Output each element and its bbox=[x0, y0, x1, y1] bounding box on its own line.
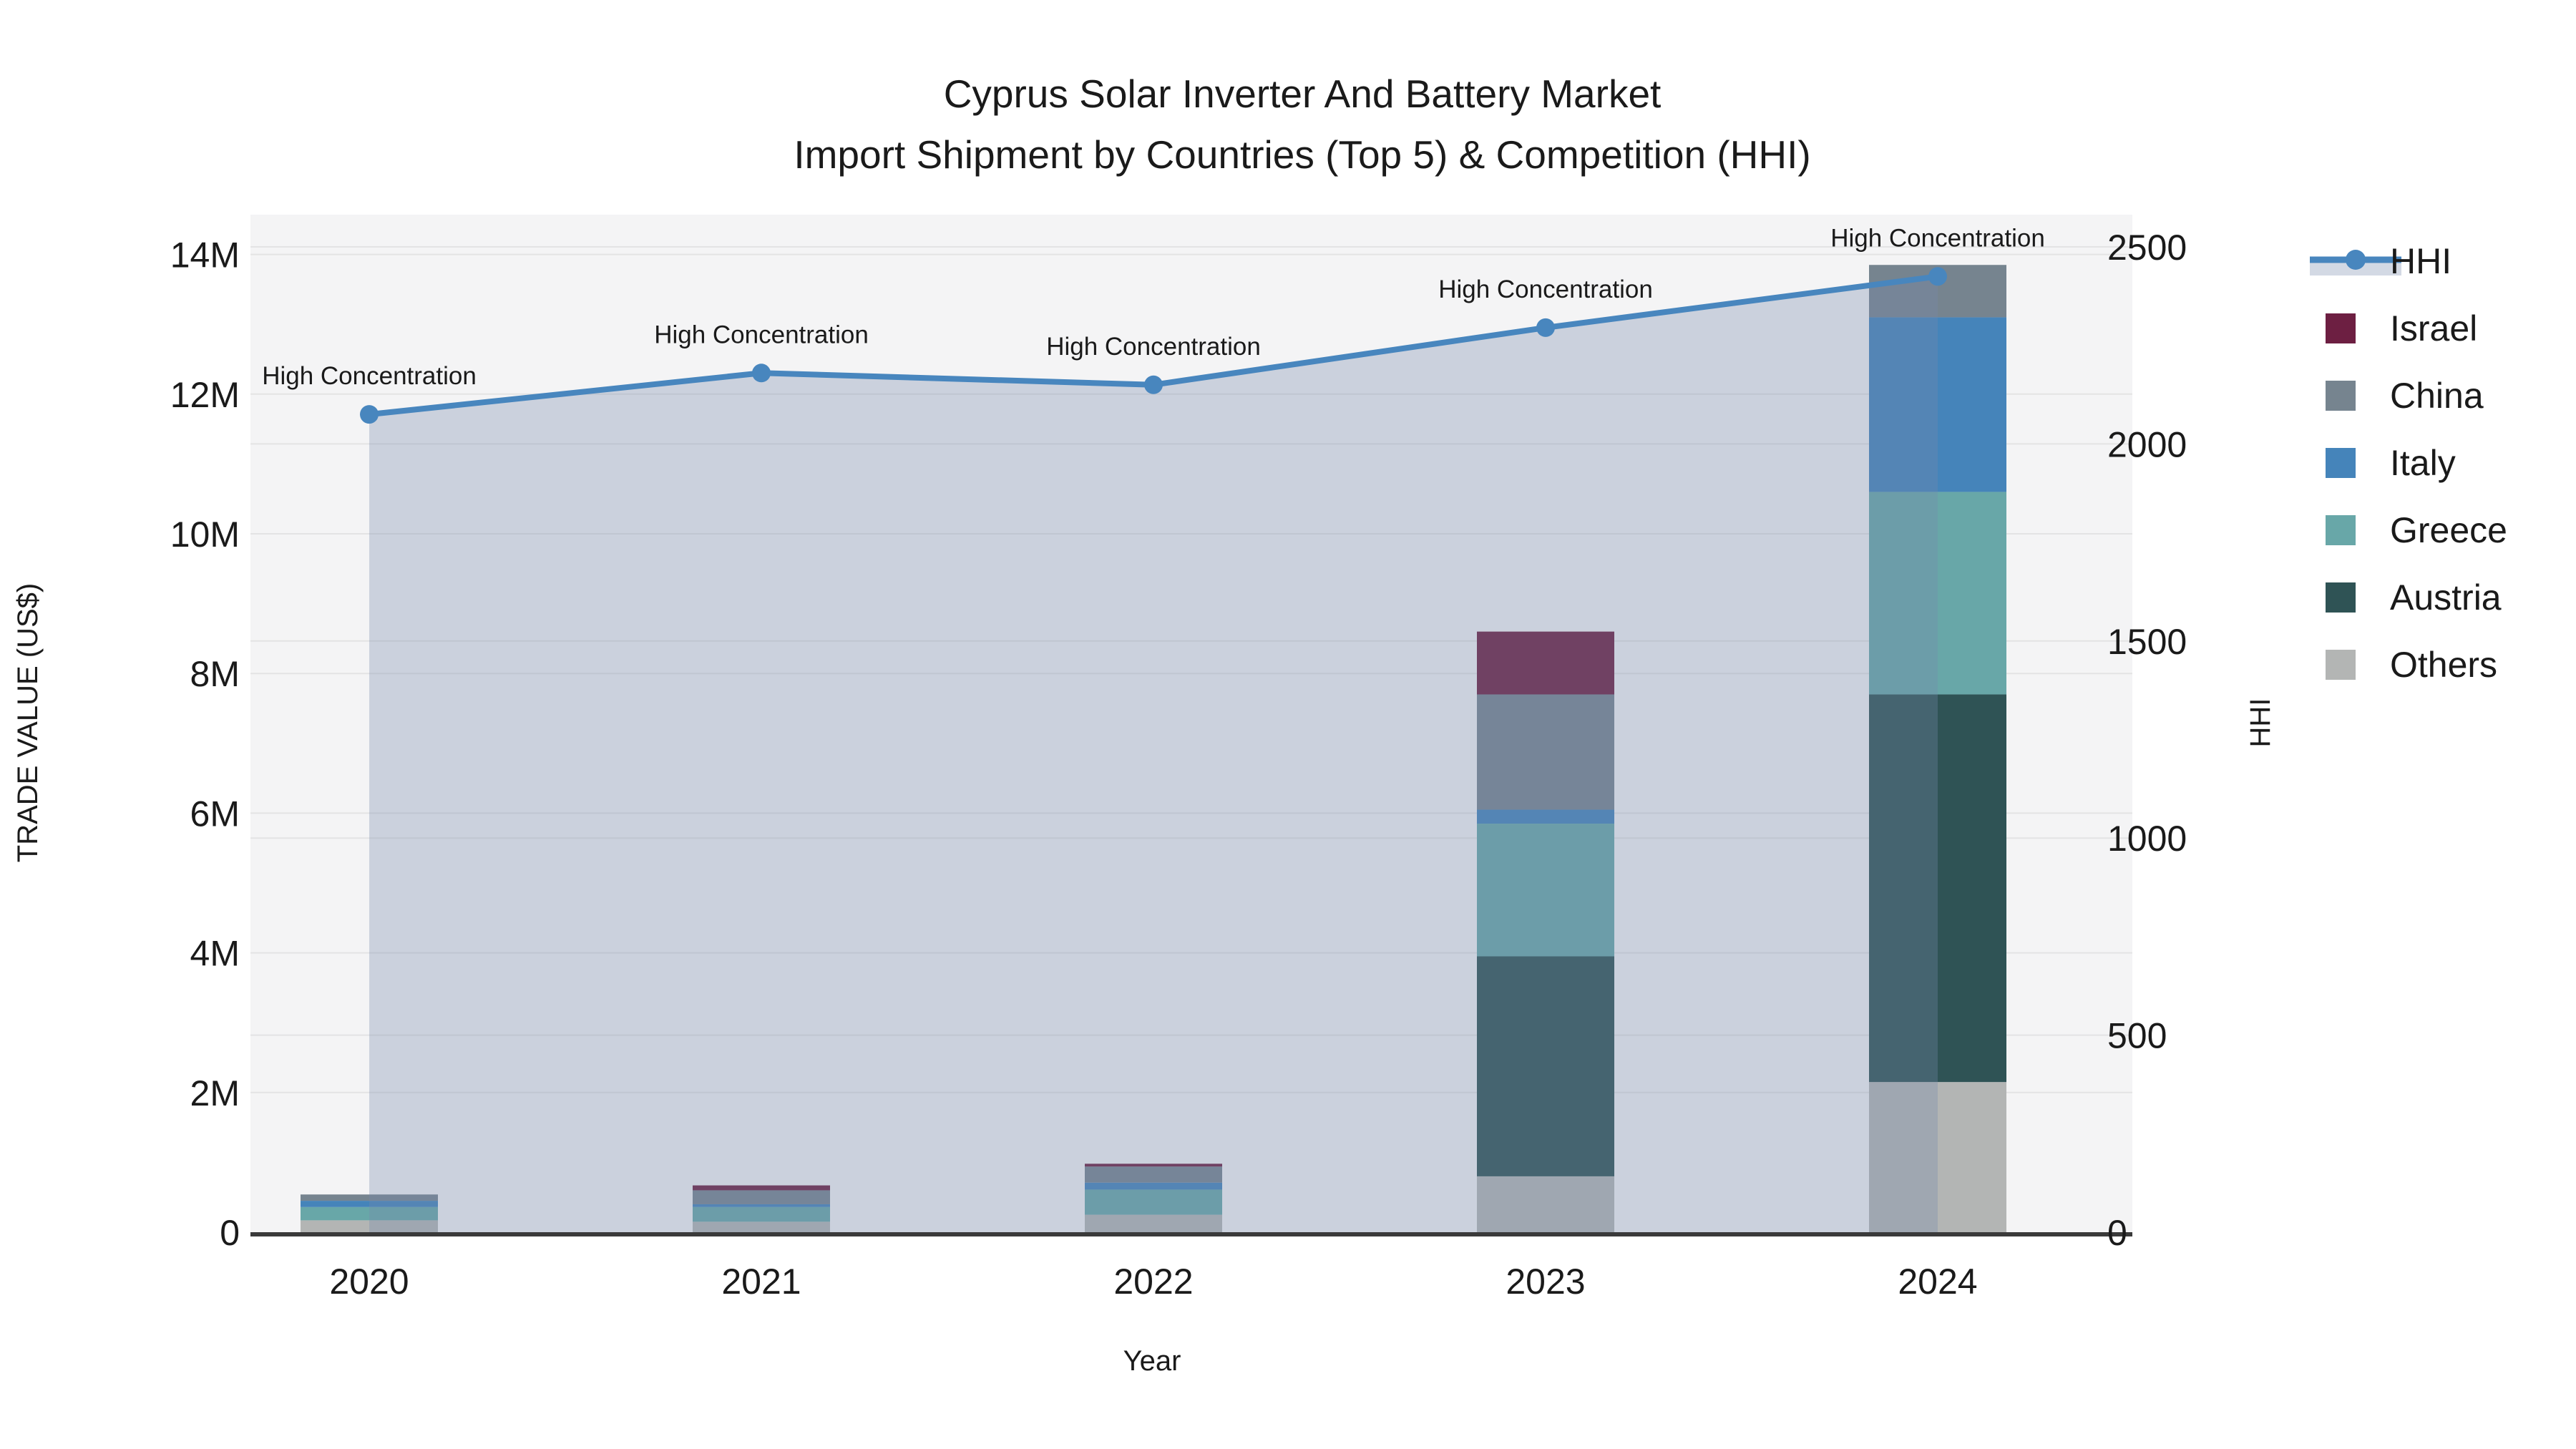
y-right-tick-2500: 2500 bbox=[2107, 228, 2187, 268]
legend-hhi-marker-icon bbox=[2346, 250, 2366, 270]
bar-segment-2022-israel bbox=[1085, 1163, 1222, 1167]
bar-segment-2023-greece bbox=[1477, 824, 1614, 957]
legend-label-others: Others bbox=[2390, 645, 2497, 685]
bar-segment-2020-others bbox=[301, 1220, 438, 1232]
annotation-2024: High Concentration bbox=[1830, 224, 2045, 252]
bar-segment-2021-greece bbox=[693, 1206, 830, 1222]
bar-segment-2020-greece bbox=[301, 1206, 438, 1221]
hhi-marker-2024 bbox=[1928, 267, 1947, 286]
bar-segment-2022-greece bbox=[1085, 1189, 1222, 1215]
legend-swatch-china bbox=[2326, 381, 2356, 411]
y-right-tick-0: 0 bbox=[2107, 1213, 2127, 1253]
bar-segment-2020-italy bbox=[301, 1201, 438, 1207]
y-right-tick-1500: 1500 bbox=[2107, 622, 2187, 662]
y-left-tick-4M: 4M bbox=[190, 934, 240, 974]
bar-segment-2023-italy bbox=[1477, 809, 1614, 824]
bar-segment-2024-greece bbox=[1869, 492, 2006, 695]
x-tick-2020: 2020 bbox=[329, 1262, 409, 1302]
hhi-marker-2022 bbox=[1144, 375, 1163, 394]
legend-label-austria: Austria bbox=[2390, 577, 2502, 618]
y-left-tick-10M: 10M bbox=[170, 514, 240, 555]
bar-segment-2021-others bbox=[693, 1221, 830, 1232]
y-left-tick-6M: 6M bbox=[190, 794, 240, 834]
legend-swatch-austria bbox=[2326, 582, 2356, 613]
bar-segment-2023-others bbox=[1477, 1176, 1614, 1232]
bar-segment-2020-china bbox=[301, 1194, 438, 1201]
bar-segment-2023-austria bbox=[1477, 956, 1614, 1176]
y-right-tick-2000: 2000 bbox=[2107, 424, 2187, 464]
y-left-tick-8M: 8M bbox=[190, 654, 240, 694]
bar-segment-2024-others bbox=[1869, 1082, 2006, 1232]
legend-swatch-israel bbox=[2326, 313, 2356, 343]
bar-segment-2023-israel bbox=[1477, 631, 1614, 695]
x-axis-line bbox=[250, 1232, 2132, 1236]
annotation-2020: High Concentration bbox=[262, 362, 477, 390]
legend-label-china: China bbox=[2390, 376, 2484, 416]
y-left-axis-title: TRADE VALUE (US$) bbox=[12, 583, 44, 862]
bar-segment-2024-italy bbox=[1869, 317, 2006, 492]
bar-segment-2021-israel bbox=[693, 1185, 830, 1191]
hhi-marker-2021 bbox=[752, 364, 771, 383]
plot-area bbox=[250, 215, 2132, 1232]
legend-swatch-others bbox=[2326, 650, 2356, 680]
legend-label-greece: Greece bbox=[2390, 510, 2507, 550]
x-tick-2022: 2022 bbox=[1113, 1262, 1193, 1302]
bar-segment-2022-others bbox=[1085, 1214, 1222, 1232]
legend-label-hhi: HHI bbox=[2390, 241, 2451, 281]
legend-label-israel: Israel bbox=[2390, 308, 2477, 348]
y-left-tick-12M: 12M bbox=[170, 375, 240, 415]
legend-label-italy: Italy bbox=[2390, 443, 2456, 483]
chart-title-line2: Import Shipment by Countries (Top 5) & C… bbox=[794, 132, 1810, 177]
legend-swatch-italy bbox=[2326, 448, 2356, 478]
bar-segment-2022-italy bbox=[1085, 1182, 1222, 1190]
chart-title-line1: Cyprus Solar Inverter And Battery Market bbox=[944, 72, 1662, 116]
y-right-axis-title: HHI bbox=[2245, 698, 2276, 748]
x-tick-2024: 2024 bbox=[1898, 1262, 1977, 1302]
y-left-tick-2M: 2M bbox=[190, 1073, 240, 1113]
annotation-2023: High Concentration bbox=[1438, 275, 1653, 303]
legend-swatch-greece bbox=[2326, 515, 2356, 545]
hhi-marker-2023 bbox=[1536, 318, 1555, 337]
bar-segment-2022-china bbox=[1085, 1166, 1222, 1183]
y-right-tick-500: 500 bbox=[2107, 1016, 2167, 1056]
hhi-marker-2020 bbox=[360, 405, 379, 424]
bar-segment-2021-china bbox=[693, 1190, 830, 1204]
annotation-2022: High Concentration bbox=[1046, 333, 1261, 361]
y-left-tick-0: 0 bbox=[220, 1213, 240, 1253]
x-tick-2021: 2021 bbox=[721, 1262, 801, 1302]
y-right-tick-1000: 1000 bbox=[2107, 819, 2187, 859]
bar-segment-2023-china bbox=[1477, 694, 1614, 810]
bar-segment-2021-italy bbox=[693, 1204, 830, 1207]
bar-segment-2024-austria bbox=[1869, 694, 2006, 1083]
hhi-area-fill bbox=[369, 276, 1938, 1232]
y-left-tick-14M: 14M bbox=[170, 235, 240, 275]
annotation-2021: High Concentration bbox=[654, 321, 869, 348]
x-tick-2023: 2023 bbox=[1506, 1262, 1585, 1302]
x-axis-title: Year bbox=[1123, 1345, 1181, 1377]
